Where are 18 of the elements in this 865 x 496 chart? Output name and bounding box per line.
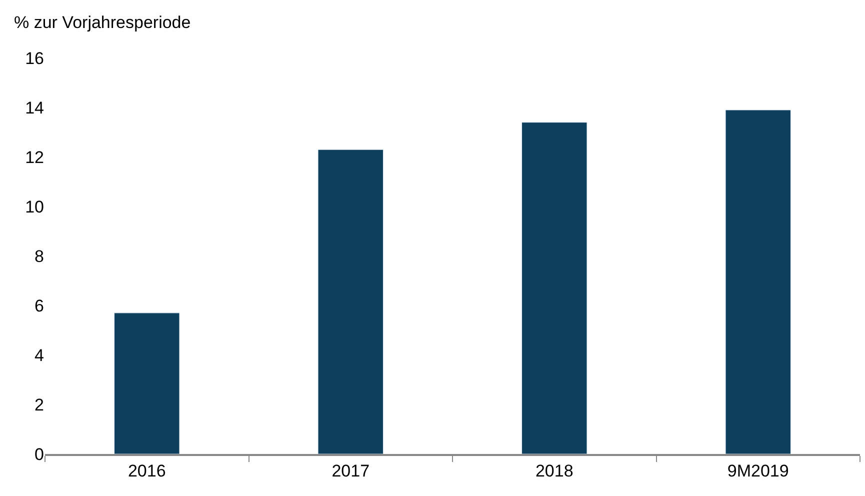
y-tick-label: 16: [25, 48, 44, 68]
x-tick-label: 2018: [535, 461, 574, 480]
bar: [318, 149, 384, 454]
y-tick-label: 6: [34, 296, 44, 316]
y-tick-label: 2: [34, 395, 44, 414]
x-tick-label: 9M2019: [727, 461, 789, 480]
y-tick-label: 8: [34, 246, 44, 266]
y-tick-label: 12: [25, 148, 44, 167]
x-tick-label: 2016: [128, 461, 166, 480]
bar: [114, 312, 180, 454]
bar: [725, 110, 791, 454]
bar: [522, 122, 588, 454]
y-tick-label: 0: [34, 444, 44, 464]
y-axis-title: % zur Vorjahresperiode: [14, 13, 191, 32]
y-tick-label: 4: [34, 346, 44, 365]
x-tick-label: 2017: [332, 461, 370, 480]
y-tick-label: 10: [25, 197, 44, 216]
y-tick-label: 14: [25, 98, 44, 118]
